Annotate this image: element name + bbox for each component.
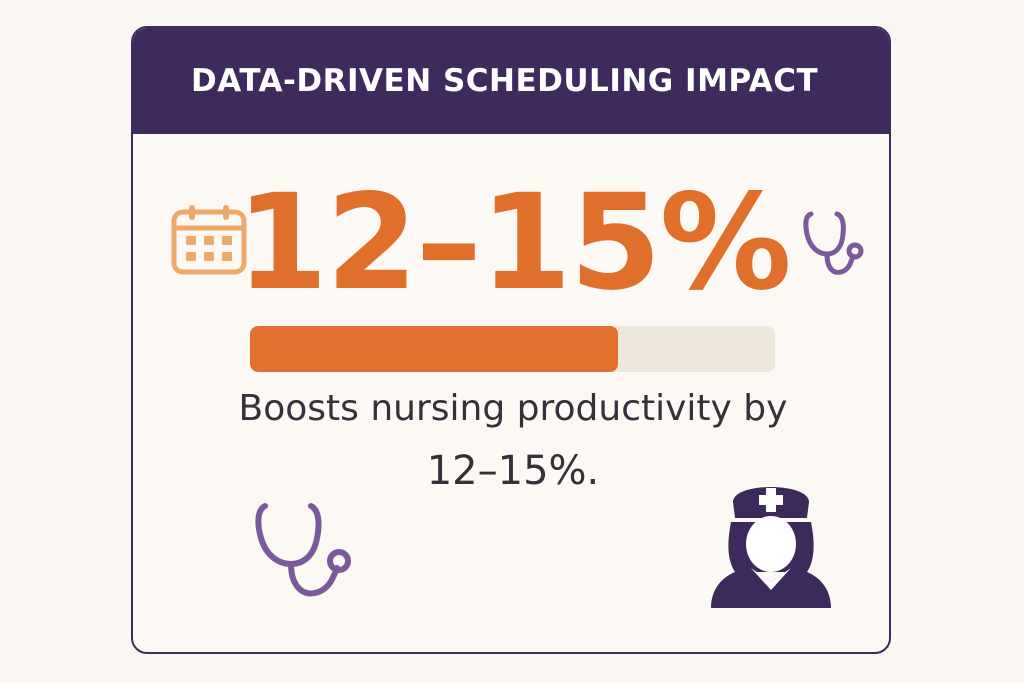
caption-line-1: Boosts nursing productivity by — [238, 388, 788, 429]
stat-value: 12–15% — [236, 166, 792, 320]
stethoscope-icon — [803, 208, 865, 278]
nurse-icon — [709, 472, 833, 608]
stethoscope-icon — [255, 500, 355, 600]
card-title: DATA-DRIVEN SCHEDULING IMPACT — [191, 63, 819, 99]
calendar-icon — [171, 203, 247, 275]
progress-bar — [250, 326, 775, 372]
caption-line-2: 12–15%. — [426, 448, 600, 494]
card-header: DATA-DRIVEN SCHEDULING IMPACT — [133, 28, 889, 134]
impact-card: DATA-DRIVEN SCHEDULING IMPACT 12–15% Boo… — [131, 26, 891, 654]
progress-fill — [250, 326, 618, 372]
